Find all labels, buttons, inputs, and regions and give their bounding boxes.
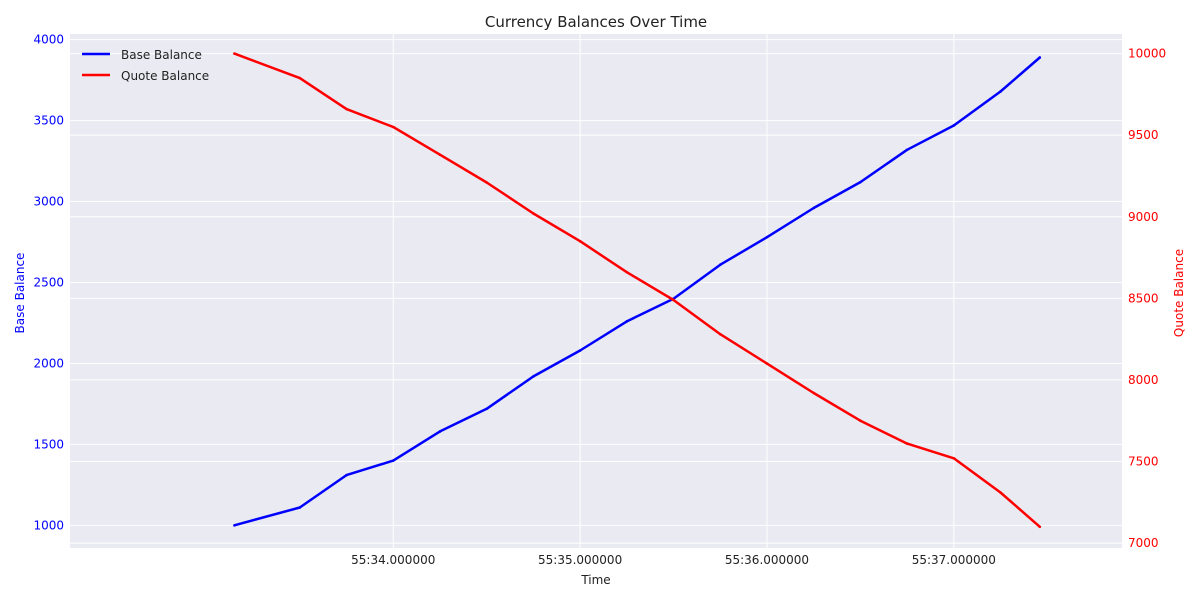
y-left-tick-label: 2500: [33, 276, 64, 290]
axes-layer: 55:34.000000 55:35.000000 55:36.000000 55:3…: [33, 33, 1166, 567]
data-point-quote-balance: [999, 491, 1002, 494]
chart-title: Currency Balances Over Time: [485, 13, 707, 31]
data-point-base-balance: [812, 206, 815, 210]
data-point-base-balance: [765, 235, 769, 239]
legend: Base Balance Quote Balance: [82, 48, 209, 83]
grid: [70, 34, 1122, 548]
data-point-base-balance: [952, 124, 956, 127]
series-line-base-balance: [234, 56, 1041, 527]
data-point-base-balance: [905, 148, 909, 152]
data-point-quote-balance: [578, 239, 582, 243]
data-point-base-balance: [532, 375, 535, 378]
y-left-tick-label: 2000: [33, 356, 64, 370]
data-point-base-balance: [233, 524, 236, 527]
y-right-tick-label: 8500: [1128, 291, 1159, 305]
x-axis-label: Time: [580, 573, 610, 587]
x-tick-label: 55:34.000000: [351, 553, 435, 567]
legend-label-quote: Quote Balance: [121, 69, 209, 83]
data-point-quote-balance: [812, 391, 815, 395]
y-left-tick-label: 3500: [33, 114, 64, 128]
series-layer: [233, 52, 1042, 529]
data-point-quote-balance: [905, 442, 909, 445]
data-point-quote-balance: [485, 181, 488, 184]
x-tick-label: 55:36.000000: [725, 553, 809, 567]
data-point-base-balance: [859, 180, 862, 184]
y-left-tick-label: 3000: [33, 195, 64, 209]
data-point-base-balance: [625, 320, 629, 323]
data-point-quote-balance: [625, 270, 629, 274]
data-point-base-balance: [578, 349, 582, 352]
data-point-quote-balance: [952, 456, 956, 460]
data-point-quote-balance: [859, 419, 862, 423]
y-right-tick-label: 10000: [1128, 47, 1166, 61]
y-right-tick-label: 9500: [1128, 128, 1159, 142]
y-right-tick-label: 7500: [1128, 455, 1159, 469]
data-point-quote-balance: [345, 107, 348, 111]
y-right-tick-label: 8000: [1128, 373, 1159, 387]
data-point-base-balance: [999, 90, 1002, 93]
y-left-tick-label: 4000: [33, 33, 64, 47]
y-right-tick-label: 7000: [1128, 536, 1159, 550]
plot-area: [70, 34, 1122, 548]
data-point-base-balance: [438, 430, 442, 433]
data-point-base-balance: [298, 506, 302, 509]
data-point-quote-balance: [233, 52, 236, 55]
y-axis-label-right: Quote Balance: [1172, 249, 1186, 337]
data-point-quote-balance: [391, 125, 395, 129]
data-point-quote-balance: [532, 212, 535, 215]
data-point-base-balance: [718, 263, 722, 266]
data-point-quote-balance: [1038, 525, 1042, 529]
data-point-quote-balance: [672, 298, 675, 302]
data-point-base-balance: [345, 473, 348, 477]
series-line-quote-balance: [233, 52, 1041, 528]
x-tick-label: 55:37.000000: [912, 553, 996, 567]
x-tick-label: 55:35.000000: [538, 553, 622, 567]
y-left-tick-label: 1500: [33, 437, 64, 451]
data-point-base-balance: [391, 459, 395, 462]
legend-label-base: Base Balance: [121, 48, 202, 62]
y-left-tick-label: 1000: [33, 518, 64, 532]
data-point-quote-balance: [298, 76, 302, 80]
data-point-quote-balance: [438, 153, 442, 157]
y-right-tick-label: 9000: [1128, 210, 1159, 224]
data-point-quote-balance: [765, 362, 769, 365]
data-point-base-balance: [485, 407, 488, 411]
y-axis-label-left: Base Balance: [13, 253, 27, 334]
data-point-quote-balance: [718, 332, 722, 336]
data-point-base-balance: [1038, 56, 1042, 59]
